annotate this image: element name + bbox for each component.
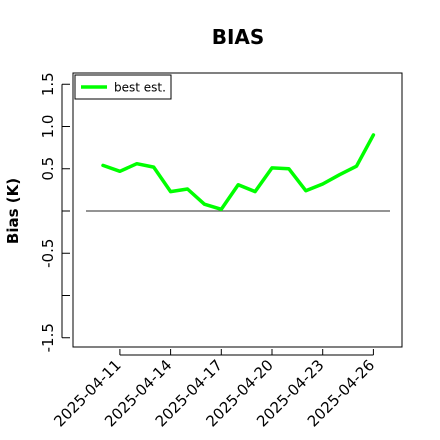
y-tick-label: 0.5: [39, 157, 57, 181]
y-tick-label: 1.5: [39, 72, 57, 96]
series-layer: [101, 133, 376, 212]
legend: best est.: [74, 74, 172, 100]
chart-title: BIAS: [212, 25, 265, 49]
y-tick-label: 1.0: [39, 115, 57, 139]
legend-entry: best est.: [114, 81, 166, 95]
series-line-best-est: [101, 133, 376, 212]
y-tick-label: -0.5: [39, 239, 57, 268]
y-axis: -1.5 -0.5 0.5 1.0 1.5: [39, 72, 70, 352]
y-axis-label: Bias (K): [4, 178, 22, 244]
plot-frame: [72, 72, 403, 348]
y-tick-label: -1.5: [39, 323, 57, 352]
x-axis: 2025-04-112025-04-142025-04-172025-04-20…: [50, 349, 378, 430]
